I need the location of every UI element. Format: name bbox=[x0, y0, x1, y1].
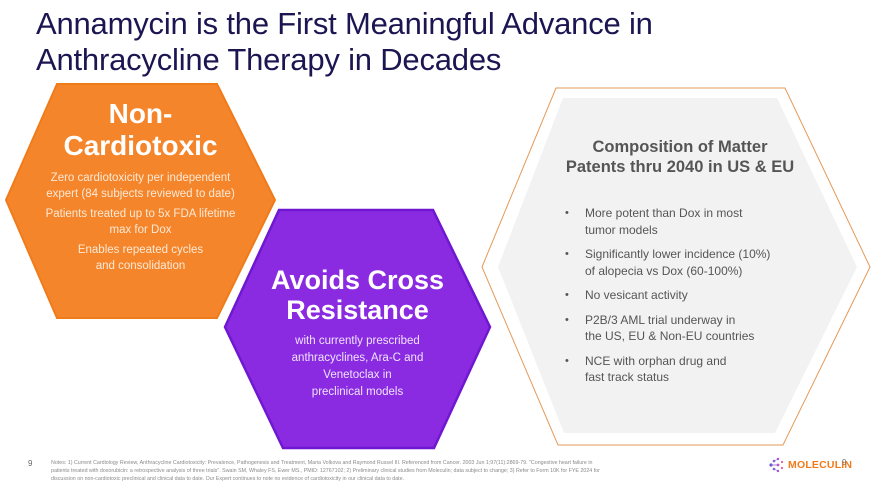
text-line: expert (84 subjects reviewed to date) bbox=[46, 188, 235, 200]
heading-line: Avoids Cross bbox=[270, 265, 445, 295]
slide-title-line2: Anthracycline Therapy in Decades bbox=[36, 42, 502, 77]
bullet-icon: • bbox=[565, 207, 569, 219]
logo-text: MOLECULIN bbox=[788, 459, 853, 471]
footnotes: Notes: 1) Current Cardiology Review, Ant… bbox=[51, 459, 741, 483]
text-line: max for Dox bbox=[109, 224, 172, 236]
footnote-line: Notes: 1) Current Cardiology Review, Ant… bbox=[51, 460, 593, 466]
cross-resistance-hexagon bbox=[223, 208, 492, 450]
bullet-icon: • bbox=[565, 248, 569, 260]
heading-line: Resistance bbox=[286, 295, 429, 325]
bullet-icon: • bbox=[565, 313, 569, 326]
page-number: 9 bbox=[28, 459, 33, 468]
non-cardiotoxic-content: Non- Cardiotoxic Zero cardiotoxicity per… bbox=[6, 98, 275, 274]
heading-line: Non- bbox=[108, 98, 173, 129]
patents-heading: Composition of Matter Patents thru 2040 … bbox=[520, 137, 840, 177]
cycles-text: Enables repeated cycles and consolidatio… bbox=[6, 242, 275, 274]
heading-line: Patents thru 2040 in US & EU bbox=[565, 158, 795, 176]
logo-page-number: 9 bbox=[842, 458, 847, 467]
footnote-line: patients treated with doxorubicin: a ret… bbox=[51, 468, 600, 474]
bullet-item: • Significantly lower incidence (10%) of… bbox=[563, 246, 823, 279]
patents-hexagon-fill bbox=[498, 98, 857, 433]
heading-line: Composition of Matter bbox=[592, 138, 768, 156]
heading-line: Cardiotoxic bbox=[63, 130, 218, 161]
text-line: fast track status bbox=[585, 370, 670, 384]
text-line: Venetoclax in bbox=[323, 369, 392, 381]
non-cardiotoxic-heading: Non- Cardiotoxic bbox=[6, 98, 275, 162]
slide-title: Annamycin is the First Meaningful Advanc… bbox=[36, 6, 836, 78]
text-line: Enables repeated cycles bbox=[77, 244, 204, 256]
text-line: Patients treated up to 5x FDA lifetime bbox=[45, 208, 236, 220]
text-line: tumor models bbox=[585, 222, 658, 237]
dose-text: Patients treated up to 5x FDA lifetime m… bbox=[6, 206, 275, 238]
text-line: of alopecia vs Dox (60-100%) bbox=[585, 263, 743, 278]
slide-title-line1: Annamycin is the First Meaningful Advanc… bbox=[36, 6, 653, 41]
text-line: P2B/3 AML trial underway in bbox=[585, 312, 736, 327]
cross-resistance-subtext: with currently prescribed anthracyclines… bbox=[225, 333, 490, 401]
text-line: No vesicant activity bbox=[585, 288, 688, 302]
text-line: Significantly lower incidence (10%) bbox=[585, 247, 771, 261]
bullet-item: • More potent than Dox in most tumor mod… bbox=[563, 205, 823, 238]
bullet-item: • NCE with orphan drug and fast track st… bbox=[563, 353, 823, 386]
text-line: NCE with orphan drug and bbox=[585, 353, 727, 368]
text-line: with currently prescribed bbox=[295, 335, 420, 347]
cross-resistance-content: Avoids Cross Resistance with currently p… bbox=[225, 265, 490, 401]
cardiotoxicity-text: Zero cardiotoxicity per independent expe… bbox=[6, 170, 275, 202]
bullet-item: • P2B/3 AML trial underway in the US, EU… bbox=[563, 312, 823, 345]
text-line: and consolidation bbox=[95, 260, 186, 272]
footnote-line: discussion on non-cardiotoxic preclinica… bbox=[51, 476, 405, 482]
text-line: Zero cardiotoxicity per independent bbox=[50, 172, 231, 184]
moleculin-logo: MOLECULIN bbox=[768, 455, 852, 475]
text-line: the US, EU & Non-EU countries bbox=[585, 329, 755, 343]
non-cardiotoxic-hexagon bbox=[4, 83, 277, 319]
patents-bullet-list: • More potent than Dox in most tumor mod… bbox=[563, 205, 823, 394]
bullet-icon: • bbox=[565, 289, 569, 301]
molecule-icon bbox=[769, 457, 784, 473]
bullet-icon: • bbox=[565, 354, 569, 367]
cross-resistance-heading: Avoids Cross Resistance bbox=[225, 265, 490, 325]
bullet-item: • No vesicant activity bbox=[563, 287, 823, 304]
text-line: More potent than Dox in most bbox=[585, 206, 743, 220]
text-line: anthracyclines, Ara-C and bbox=[291, 352, 424, 364]
text-line: preclinical models bbox=[311, 386, 404, 398]
